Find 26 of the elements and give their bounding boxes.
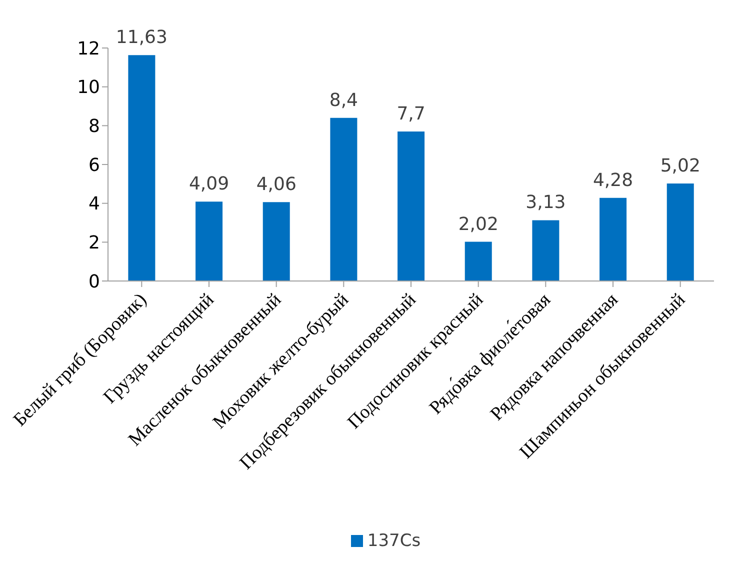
text: 7,7 (396, 103, 426, 124)
y-tick-label: 0 (88, 271, 100, 292)
text: 4,06 (256, 174, 296, 196)
text: 2,02 (458, 214, 498, 235)
bar (330, 118, 358, 281)
bar (128, 55, 156, 281)
bar (464, 242, 492, 281)
text: 11,63 (116, 27, 168, 48)
y-tick-label: 8 (88, 116, 100, 138)
y-tick-label: 2 (88, 232, 100, 254)
bar (398, 131, 425, 281)
bar (666, 184, 694, 281)
y-tick-label: 10 (77, 77, 100, 98)
text: 5,02 (660, 156, 700, 177)
text: 8,4 (329, 90, 358, 111)
bar (600, 198, 627, 281)
y-tick-label: 6 (88, 154, 100, 176)
y-tick-label: 12 (77, 38, 100, 60)
bar (532, 220, 560, 281)
bar (262, 202, 290, 281)
text: 4,28 (592, 170, 634, 191)
legend-label: 137Cs (367, 531, 421, 551)
bar (196, 202, 223, 281)
text: 3,13 (526, 192, 566, 214)
y-tick-label: 4 (88, 194, 100, 215)
text: 4,09 (188, 174, 230, 195)
